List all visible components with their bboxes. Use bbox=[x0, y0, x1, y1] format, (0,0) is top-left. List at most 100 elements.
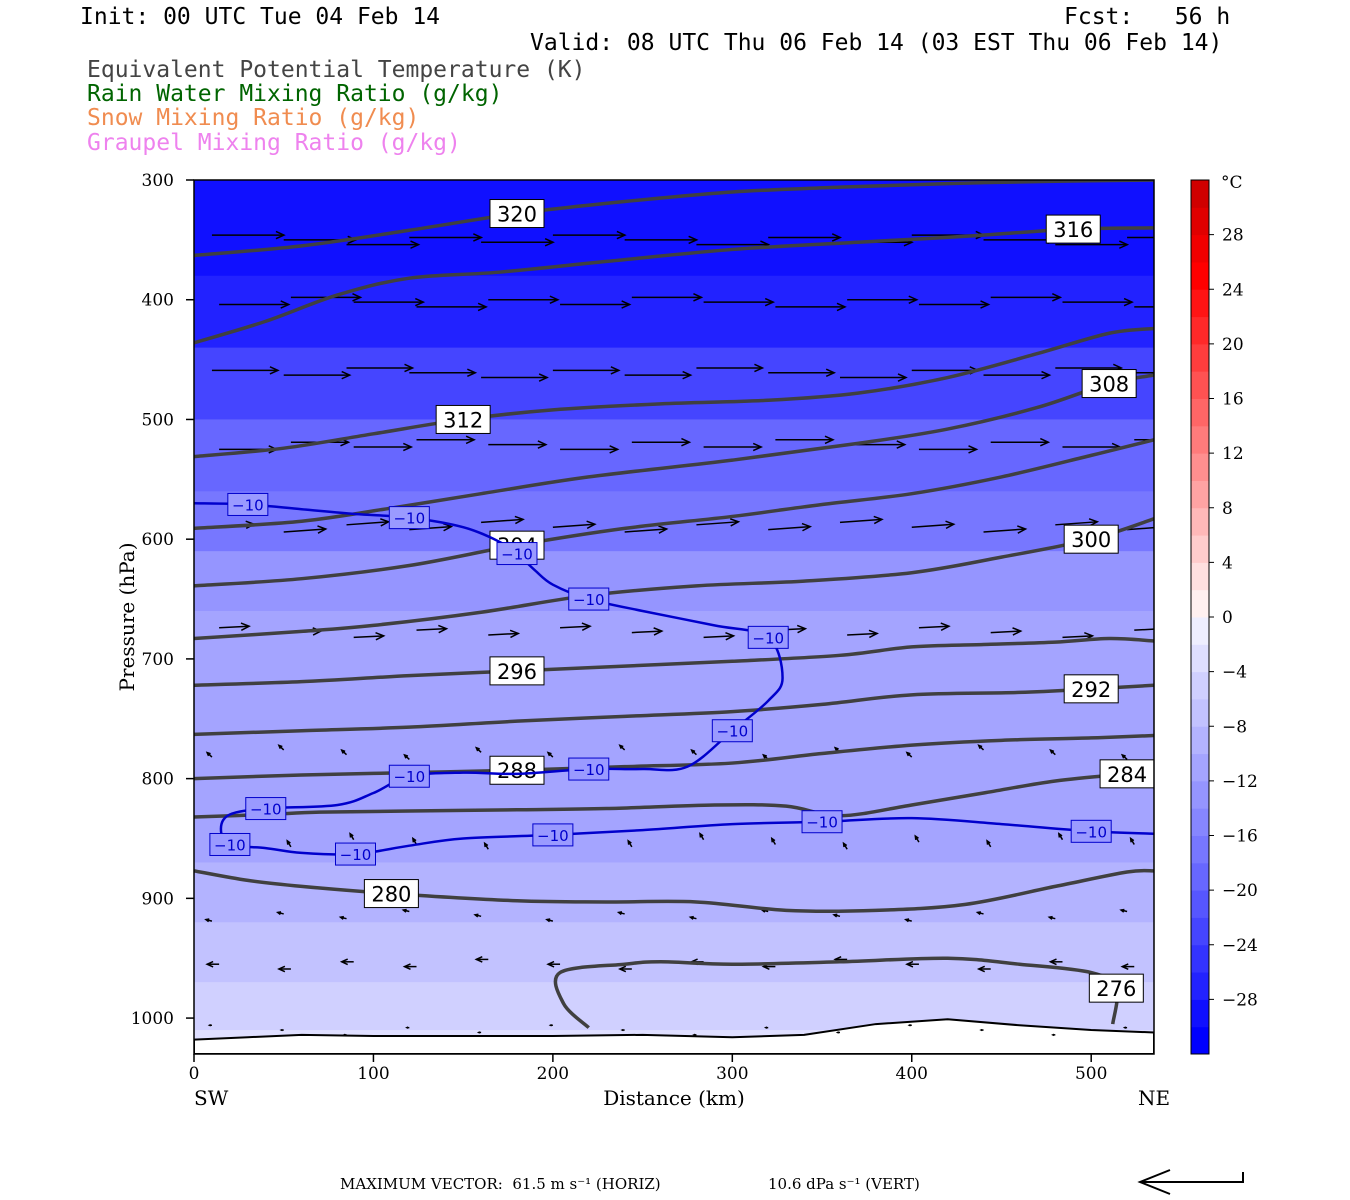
colorbar-swatch bbox=[1191, 753, 1209, 782]
colorbar-swatch bbox=[1191, 562, 1209, 591]
wind-arrowhead bbox=[277, 965, 286, 973]
wind-arrowhead bbox=[609, 445, 620, 454]
wind-arrowhead bbox=[681, 437, 692, 447]
wind-arrowhead bbox=[905, 960, 914, 968]
y-tick-label: 800 bbox=[142, 770, 174, 790]
wind-arrowhead bbox=[537, 440, 548, 449]
theta-e-label: 280 bbox=[371, 883, 411, 907]
temperature-label-box bbox=[801, 810, 843, 834]
wind-arrowhead bbox=[945, 520, 956, 530]
x-end-label-sw: SW bbox=[194, 1086, 229, 1110]
temperature-label: −10 bbox=[214, 836, 246, 854]
wind-arrowhead bbox=[752, 442, 764, 452]
wind-arrow bbox=[1055, 521, 1098, 526]
wind-arrowhead bbox=[402, 963, 411, 970]
wind-arrowhead bbox=[1040, 437, 1051, 447]
wind-arrow bbox=[560, 625, 591, 629]
theta-e-label-box bbox=[489, 656, 545, 686]
wind-arrowhead bbox=[401, 908, 407, 913]
wind-arrowhead bbox=[477, 302, 488, 312]
wind-arrowhead bbox=[403, 753, 409, 759]
theta-e-contour-304 bbox=[194, 438, 1154, 588]
wind-arrowhead bbox=[1119, 240, 1130, 249]
wind-arrowhead bbox=[833, 746, 839, 752]
wind-arrowhead bbox=[905, 751, 911, 757]
x-axis-label: Distance (km) bbox=[603, 1086, 745, 1110]
wind-arrowhead bbox=[762, 753, 768, 759]
wind-arrowhead bbox=[763, 1026, 768, 1029]
wind-arrowhead bbox=[546, 751, 552, 757]
field-rain: Rain Water Mixing Ratio (g/kg) bbox=[87, 81, 503, 107]
wind-arrowhead bbox=[483, 841, 489, 848]
wind-arrowhead bbox=[980, 300, 991, 309]
wind-arrowhead bbox=[473, 913, 479, 918]
wind-arrowhead bbox=[831, 233, 843, 242]
colorbar-swatch bbox=[1191, 835, 1209, 864]
valid-time: Valid: 08 UTC Thu 06 Feb 14 (03 EST Thu … bbox=[530, 30, 1223, 56]
wind-arrow bbox=[283, 528, 326, 533]
temperature-label: −10 bbox=[537, 827, 569, 845]
colorbar-swatch bbox=[1191, 207, 1209, 236]
colorbar-swatch bbox=[1191, 644, 1209, 673]
wind-arrow bbox=[983, 528, 1026, 533]
wind-arrowhead bbox=[438, 624, 449, 634]
temperature-label-box bbox=[334, 842, 376, 866]
wind-arrowhead bbox=[404, 363, 415, 373]
colorbar-swatch bbox=[1191, 343, 1209, 372]
temperature-label-box bbox=[568, 757, 610, 781]
wind-arrowhead bbox=[402, 442, 414, 452]
temperature-contours: −10−10−10−10−10−10−10−10−10−10−10−10−10−… bbox=[194, 492, 1154, 866]
wind-arrowhead bbox=[764, 297, 776, 307]
colorbar-swatch bbox=[1191, 972, 1209, 1000]
temperature-label-box bbox=[747, 625, 789, 649]
wind-arrow bbox=[768, 525, 811, 531]
y-tick-label: 700 bbox=[142, 650, 174, 670]
wind-arrowhead bbox=[509, 629, 521, 639]
temperature-shading bbox=[194, 180, 1154, 1054]
colorbar-swatch bbox=[1191, 289, 1209, 318]
theta-e-label-box bbox=[1081, 369, 1137, 399]
wind-arrowhead bbox=[754, 363, 765, 373]
wind-arrowhead bbox=[825, 368, 837, 378]
colorbar-swatch bbox=[1191, 726, 1209, 755]
wind-arrowhead bbox=[207, 1024, 212, 1027]
wind-arrow bbox=[839, 518, 883, 524]
wind-arrowhead bbox=[414, 297, 426, 307]
theta-e-label: 296 bbox=[497, 660, 537, 684]
temperature-band bbox=[194, 347, 1154, 421]
theta-e-label: 316 bbox=[1053, 218, 1093, 242]
theta-e-contour-296 bbox=[194, 636, 1154, 687]
wind-arrowhead bbox=[1017, 525, 1028, 534]
max-vector-horiz: MAXIMUM VECTOR: 61.5 m s⁻¹ (HORIZ) bbox=[340, 1175, 661, 1193]
wind-arrowhead bbox=[544, 237, 555, 247]
wind-arrowhead bbox=[1119, 908, 1125, 913]
colorbar-label: 28 bbox=[1222, 226, 1244, 246]
y-tick-label: 400 bbox=[142, 291, 174, 311]
colorbar-label: −24 bbox=[1222, 936, 1258, 956]
wind-arrow bbox=[847, 632, 878, 636]
wind-arrow bbox=[990, 630, 1021, 634]
temperature-label: −10 bbox=[501, 546, 533, 564]
wind-arrowhead bbox=[317, 525, 328, 534]
colorbar-swatch bbox=[1191, 180, 1209, 208]
temperature-band bbox=[194, 862, 1154, 924]
wind-arrowhead bbox=[1012, 627, 1023, 636]
wind-arrowhead bbox=[467, 368, 478, 378]
wind-arrowhead bbox=[842, 841, 848, 848]
theta-e-label: 312 bbox=[443, 408, 483, 432]
wind-arrowhead bbox=[341, 370, 352, 380]
x-end-label-ne: NE bbox=[1138, 1086, 1170, 1110]
wind-arrowhead bbox=[1051, 1033, 1055, 1037]
theta-e-contour-288 bbox=[194, 733, 1154, 781]
wind-arrowhead bbox=[868, 629, 879, 639]
wind-arrow bbox=[416, 627, 447, 631]
wind-arrowhead bbox=[1120, 963, 1129, 970]
colorbar-label: 0 bbox=[1222, 608, 1233, 628]
wind-arrowhead bbox=[375, 631, 386, 641]
wind-arrowhead bbox=[729, 518, 741, 527]
temperature-label-box bbox=[532, 823, 574, 847]
init-time: Init: 00 UTC Tue 04 Feb 14 bbox=[80, 4, 441, 30]
theta-e-contour-308 bbox=[194, 373, 1154, 531]
wind-arrowhead bbox=[548, 1024, 552, 1027]
